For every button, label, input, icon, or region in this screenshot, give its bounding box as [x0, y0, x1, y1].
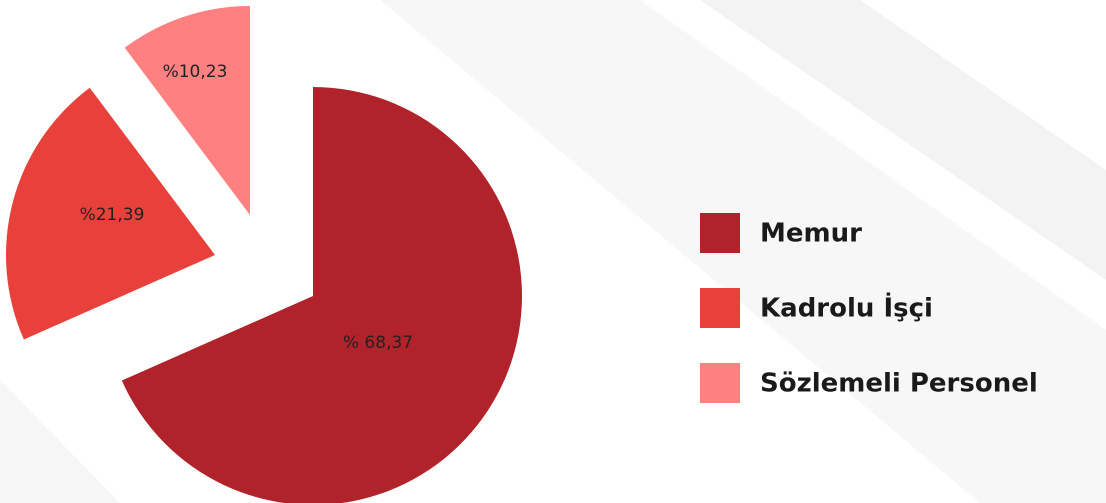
slice-label: % 68,37: [343, 333, 413, 353]
legend-label: Kadrolu İşçi: [760, 292, 933, 324]
legend-swatch: [700, 363, 740, 403]
legend-swatch: [700, 213, 740, 253]
slice-label: %21,39: [80, 205, 145, 225]
legend-label: Memur: [760, 219, 862, 249]
pie-slice: [124, 6, 250, 215]
pie-slice: [6, 87, 215, 340]
legend-swatch: [700, 288, 740, 328]
slice-label: %10,23: [163, 62, 228, 82]
legend-label: Sözlemeli Personel: [760, 369, 1038, 399]
pie-slice: [121, 87, 522, 503]
